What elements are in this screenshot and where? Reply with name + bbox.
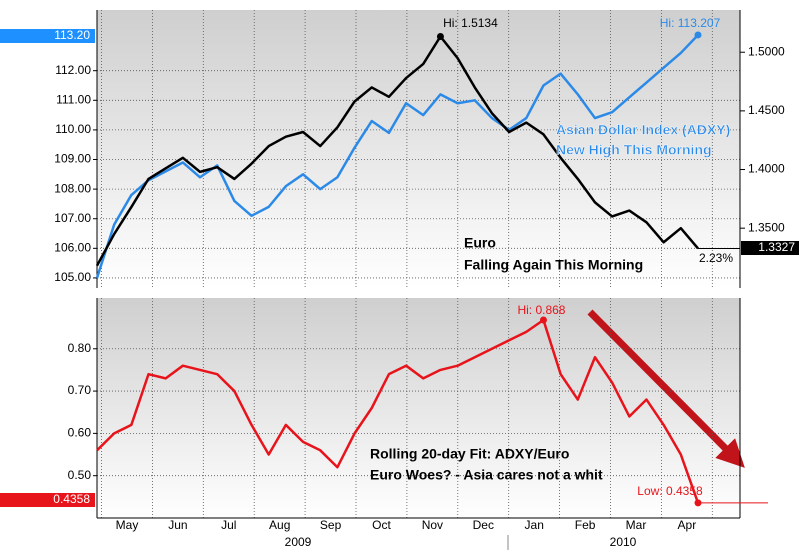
- badge-label: 113.20: [54, 28, 90, 42]
- y-tick-label: 105.00: [54, 270, 91, 284]
- top-panel: [97, 10, 740, 288]
- y-tick-label: 106.00: [54, 240, 91, 254]
- y-tick-label: 108.00: [54, 181, 91, 195]
- hi-marker: [694, 31, 702, 39]
- line-series: [95, 35, 699, 267]
- annotation: Low: 0.4358: [637, 484, 703, 498]
- annotation: New High This Morning: [556, 142, 712, 158]
- y-tick-label: 112.00: [55, 63, 91, 77]
- x-tick-label: Oct: [372, 518, 391, 532]
- y2-tick-label: 1.5000: [748, 44, 785, 58]
- x-tick-label: May: [116, 518, 139, 532]
- x-tick-label: Jul: [221, 518, 236, 532]
- bottom-panel: [97, 298, 740, 518]
- year-label: 2010: [610, 535, 637, 549]
- arrow: [587, 309, 745, 468]
- annotation: Hi: 1.5134: [443, 16, 498, 30]
- annotation: Hi: 113.207: [660, 16, 721, 30]
- annotation: Euro Woes? - Asia cares not a whit: [370, 467, 603, 483]
- y2-tick-label: 1.3500: [748, 220, 785, 234]
- annotation: Asian Dollar Index (ADXY): [556, 122, 730, 138]
- x-tick-label: Nov: [422, 518, 443, 532]
- x-tick-label: Jun: [168, 518, 187, 532]
- y-tick-label: 109.00: [54, 152, 91, 166]
- annotation: Rolling 20-day Fit: ADXY/Euro: [370, 446, 569, 462]
- x-tick-label: Jan: [525, 518, 544, 532]
- y-tick-label: 107.00: [54, 211, 91, 225]
- y2-tick-label: 1.4500: [748, 103, 785, 117]
- annotation: Euro: [464, 235, 496, 251]
- annotation: Hi: 0.868: [517, 303, 565, 317]
- badge: [0, 29, 95, 43]
- x-tick-label: Aug: [269, 518, 290, 532]
- annotation: 2.23%: [699, 251, 733, 265]
- badge-label: 1.3327: [758, 240, 795, 254]
- x-tick-label: Dec: [473, 518, 494, 532]
- x-tick-label: Apr: [678, 518, 697, 532]
- y-tick-label: 0.80: [68, 341, 92, 355]
- x-tick-label: Mar: [626, 518, 647, 532]
- x-tick-label: Sep: [320, 518, 342, 532]
- badge-label: 0.4358: [53, 492, 90, 506]
- badge: [0, 493, 95, 507]
- y-tick-label: 0.50: [68, 468, 92, 482]
- x-tick-label: Feb: [575, 518, 596, 532]
- line-series: [96, 318, 700, 504]
- annotation: Falling Again This Morning: [464, 257, 643, 273]
- y-tick-label: 0.70: [68, 383, 92, 397]
- y-tick-label: 110.00: [55, 122, 91, 136]
- plot-layer: 105.00 106.00 107.00 108.00 109.00 110.00 111.…: [0, 10, 799, 550]
- year-label: 2009: [285, 535, 312, 549]
- y-tick-label: 0.60: [68, 426, 92, 440]
- hi-marker: [436, 33, 444, 41]
- hi-marker: [539, 316, 547, 324]
- y-tick-label: 111.00: [56, 92, 91, 106]
- line-series: [95, 34, 699, 279]
- badge: [741, 241, 799, 255]
- y2-tick-label: 1.4000: [748, 162, 785, 176]
